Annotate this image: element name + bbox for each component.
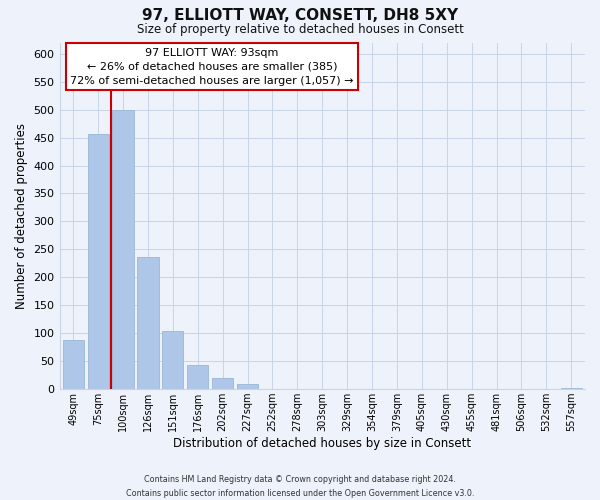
Bar [88, 134, 109, 389]
Bar [187, 364, 208, 389]
Bar [162, 331, 184, 389]
Bar [237, 384, 258, 389]
Text: Contains HM Land Registry data © Crown copyright and database right 2024.
Contai: Contains HM Land Registry data © Crown c… [126, 476, 474, 498]
Y-axis label: Number of detached properties: Number of detached properties [15, 123, 28, 309]
Bar [62, 340, 84, 389]
Bar [137, 257, 158, 389]
Bar [212, 378, 233, 389]
Text: Size of property relative to detached houses in Consett: Size of property relative to detached ho… [137, 22, 463, 36]
Bar [561, 388, 582, 389]
X-axis label: Distribution of detached houses by size in Consett: Distribution of detached houses by size … [173, 437, 472, 450]
Text: 97, ELLIOTT WAY, CONSETT, DH8 5XY: 97, ELLIOTT WAY, CONSETT, DH8 5XY [142, 8, 458, 22]
Bar [112, 110, 134, 389]
Text: 97 ELLIOTT WAY: 93sqm
← 26% of detached houses are smaller (385)
72% of semi-det: 97 ELLIOTT WAY: 93sqm ← 26% of detached … [70, 48, 353, 86]
